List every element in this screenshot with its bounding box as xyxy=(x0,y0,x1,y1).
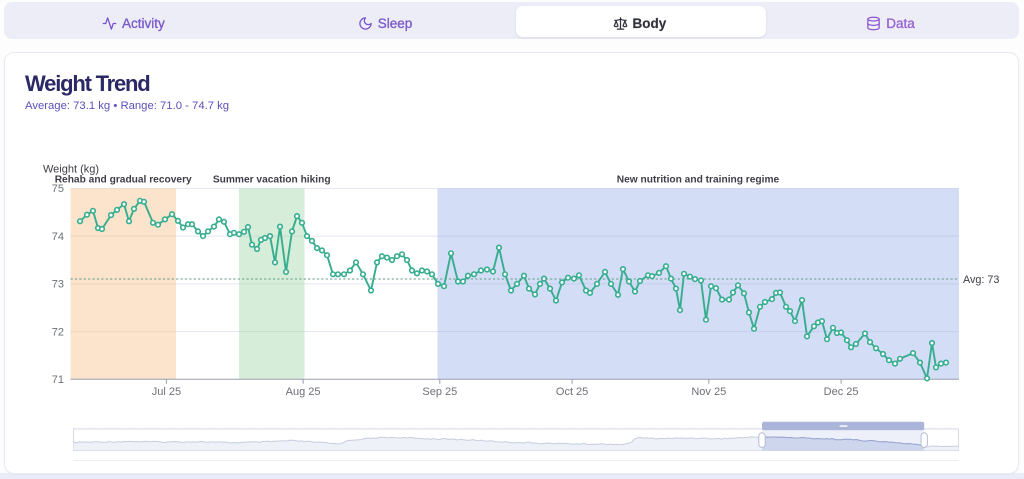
svg-text:Oct 25: Oct 25 xyxy=(556,386,588,398)
svg-text:Weight (kg): Weight (kg) xyxy=(43,164,99,176)
svg-text:Rehab and gradual recovery: Rehab and gradual recovery xyxy=(55,175,192,186)
svg-text:Jul 25: Jul 25 xyxy=(152,386,181,398)
svg-text:73: 73 xyxy=(52,279,64,291)
svg-text:New nutrition and training reg: New nutrition and training regime xyxy=(617,175,780,186)
svg-text:Aug 25: Aug 25 xyxy=(286,386,321,398)
svg-text:72: 72 xyxy=(52,326,64,338)
svg-text:75: 75 xyxy=(52,183,64,195)
svg-text:74: 74 xyxy=(52,231,64,243)
svg-text:71: 71 xyxy=(52,374,64,386)
svg-text:Summer vacation hiking: Summer vacation hiking xyxy=(213,175,331,186)
svg-text:Dec 25: Dec 25 xyxy=(824,386,859,398)
svg-text:Nov 25: Nov 25 xyxy=(691,386,726,398)
svg-text:Sep 25: Sep 25 xyxy=(422,386,457,398)
svg-text:Avg: 73: Avg: 73 xyxy=(963,274,999,286)
